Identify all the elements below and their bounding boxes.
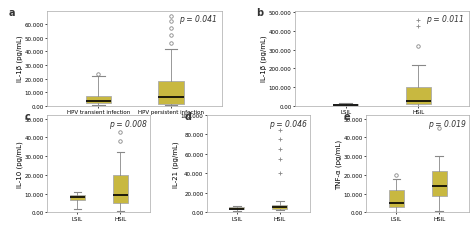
Text: e: e — [344, 112, 350, 122]
Text: c: c — [25, 112, 30, 122]
PathPatch shape — [272, 205, 287, 209]
PathPatch shape — [158, 82, 183, 104]
PathPatch shape — [70, 195, 85, 200]
PathPatch shape — [406, 88, 431, 105]
Y-axis label: IL-21 (pg/mL): IL-21 (pg/mL) — [173, 141, 179, 187]
PathPatch shape — [333, 105, 358, 106]
Text: p = 0.041: p = 0.041 — [179, 15, 217, 24]
Y-axis label: IL-10 (pg/mL): IL-10 (pg/mL) — [17, 141, 23, 187]
PathPatch shape — [389, 190, 404, 207]
PathPatch shape — [229, 207, 245, 210]
Text: a: a — [9, 8, 16, 18]
PathPatch shape — [85, 97, 111, 103]
Text: p = 0.046: p = 0.046 — [269, 119, 307, 128]
Text: p = 0.011: p = 0.011 — [426, 15, 464, 24]
PathPatch shape — [432, 171, 447, 196]
Y-axis label: IL-1β (pg/mL): IL-1β (pg/mL) — [261, 36, 267, 82]
PathPatch shape — [113, 175, 128, 203]
Y-axis label: IL-1β (pg/mL): IL-1β (pg/mL) — [17, 36, 23, 82]
Text: p = 0.019: p = 0.019 — [428, 119, 466, 128]
Text: p = 0.008: p = 0.008 — [109, 119, 147, 128]
Text: d: d — [184, 112, 191, 122]
Text: b: b — [256, 8, 264, 18]
Y-axis label: TNF-α (pg/mL): TNF-α (pg/mL) — [336, 139, 342, 189]
